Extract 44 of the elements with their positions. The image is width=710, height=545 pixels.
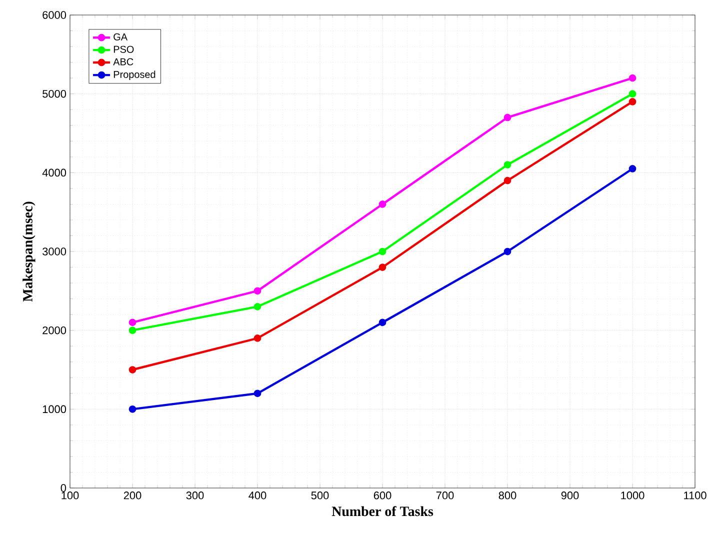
y-tick-label: 2000	[42, 326, 66, 334]
point	[504, 176, 512, 184]
legend-label: ABC	[113, 58, 134, 66]
legend-label: GA	[114, 33, 128, 40]
point	[378, 318, 386, 326]
x-tick-label: 300	[186, 492, 204, 500]
point	[254, 390, 262, 398]
y-tick-label: 6000	[42, 11, 66, 19]
point	[628, 98, 636, 106]
x-tick-label: 1100	[684, 492, 706, 500]
x-tick-label: 500	[311, 492, 329, 500]
point	[128, 318, 136, 326]
x-tick-label: 100	[62, 492, 79, 500]
x-tick-label: 600	[374, 492, 392, 500]
x-tick-label: 700	[436, 492, 454, 500]
point	[378, 200, 386, 208]
point	[628, 165, 636, 172]
x-axis-title: Number of Tasks	[332, 506, 434, 516]
point	[254, 334, 262, 342]
point	[128, 405, 136, 413]
point	[128, 326, 136, 334]
x-tick-label: 1000	[621, 492, 644, 500]
legend-label: Proposed	[114, 70, 156, 80]
point	[504, 248, 512, 256]
point	[254, 303, 262, 310]
y-axis-title: Makespan(msec)	[22, 202, 36, 302]
y-tick-label: 4000	[42, 168, 66, 177]
x-tick-label: 200	[124, 492, 142, 500]
point	[504, 161, 512, 168]
y-tick-label: 1000	[42, 405, 66, 414]
point	[378, 248, 386, 256]
x-tick-label: 900	[561, 492, 579, 500]
y-tick-label: 0	[60, 484, 66, 492]
legend-label: PSO	[114, 46, 134, 53]
y-tick-label: 5000	[42, 90, 66, 98]
point	[504, 114, 512, 122]
point	[628, 74, 636, 82]
point	[254, 287, 262, 295]
point	[378, 264, 386, 271]
x-tick-label: 800	[498, 492, 516, 500]
y-tick-label: 3000	[42, 248, 66, 256]
point	[628, 90, 636, 98]
point	[128, 366, 136, 374]
x-tick-label: 400	[248, 492, 266, 500]
